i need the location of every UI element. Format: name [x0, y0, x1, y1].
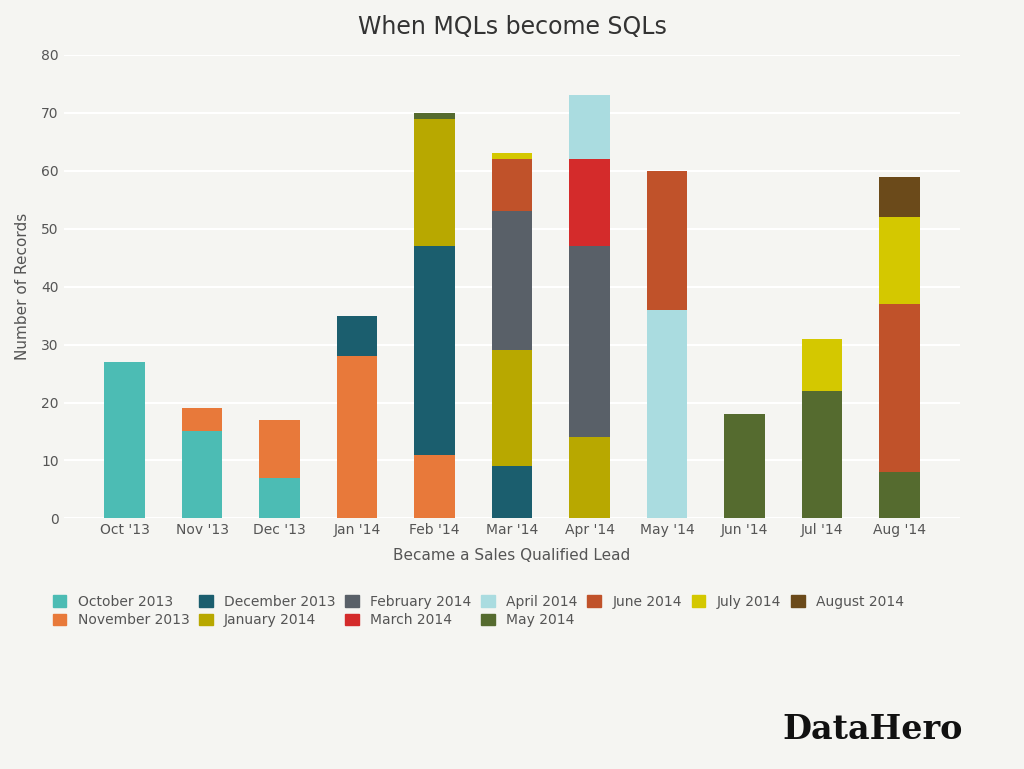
- Bar: [492, 351, 532, 466]
- Bar: [182, 431, 222, 518]
- Bar: [880, 217, 920, 304]
- Bar: [415, 246, 455, 454]
- Bar: [569, 438, 609, 518]
- Text: DataHero: DataHero: [782, 713, 963, 746]
- Bar: [880, 177, 920, 217]
- Bar: [724, 414, 765, 518]
- Bar: [415, 113, 455, 118]
- Bar: [569, 246, 609, 438]
- Bar: [492, 211, 532, 351]
- Bar: [492, 153, 532, 159]
- Bar: [647, 310, 687, 518]
- Legend: October 2013, November 2013, December 2013, January 2014, February 2014, March 2: October 2013, November 2013, December 20…: [52, 595, 904, 627]
- Bar: [647, 171, 687, 310]
- Bar: [880, 304, 920, 472]
- Bar: [492, 159, 532, 211]
- Title: When MQLs become SQLs: When MQLs become SQLs: [357, 15, 667, 39]
- Bar: [880, 472, 920, 518]
- Bar: [802, 391, 842, 518]
- Y-axis label: Number of Records: Number of Records: [15, 213, 30, 360]
- Bar: [337, 315, 377, 356]
- Bar: [415, 118, 455, 246]
- Bar: [104, 362, 144, 518]
- Bar: [569, 95, 609, 159]
- Bar: [415, 454, 455, 518]
- Bar: [182, 408, 222, 431]
- Bar: [802, 339, 842, 391]
- Bar: [569, 159, 609, 246]
- Bar: [259, 420, 300, 478]
- Bar: [492, 466, 532, 518]
- Bar: [337, 356, 377, 518]
- X-axis label: Became a Sales Qualified Lead: Became a Sales Qualified Lead: [393, 548, 631, 564]
- Bar: [259, 478, 300, 518]
